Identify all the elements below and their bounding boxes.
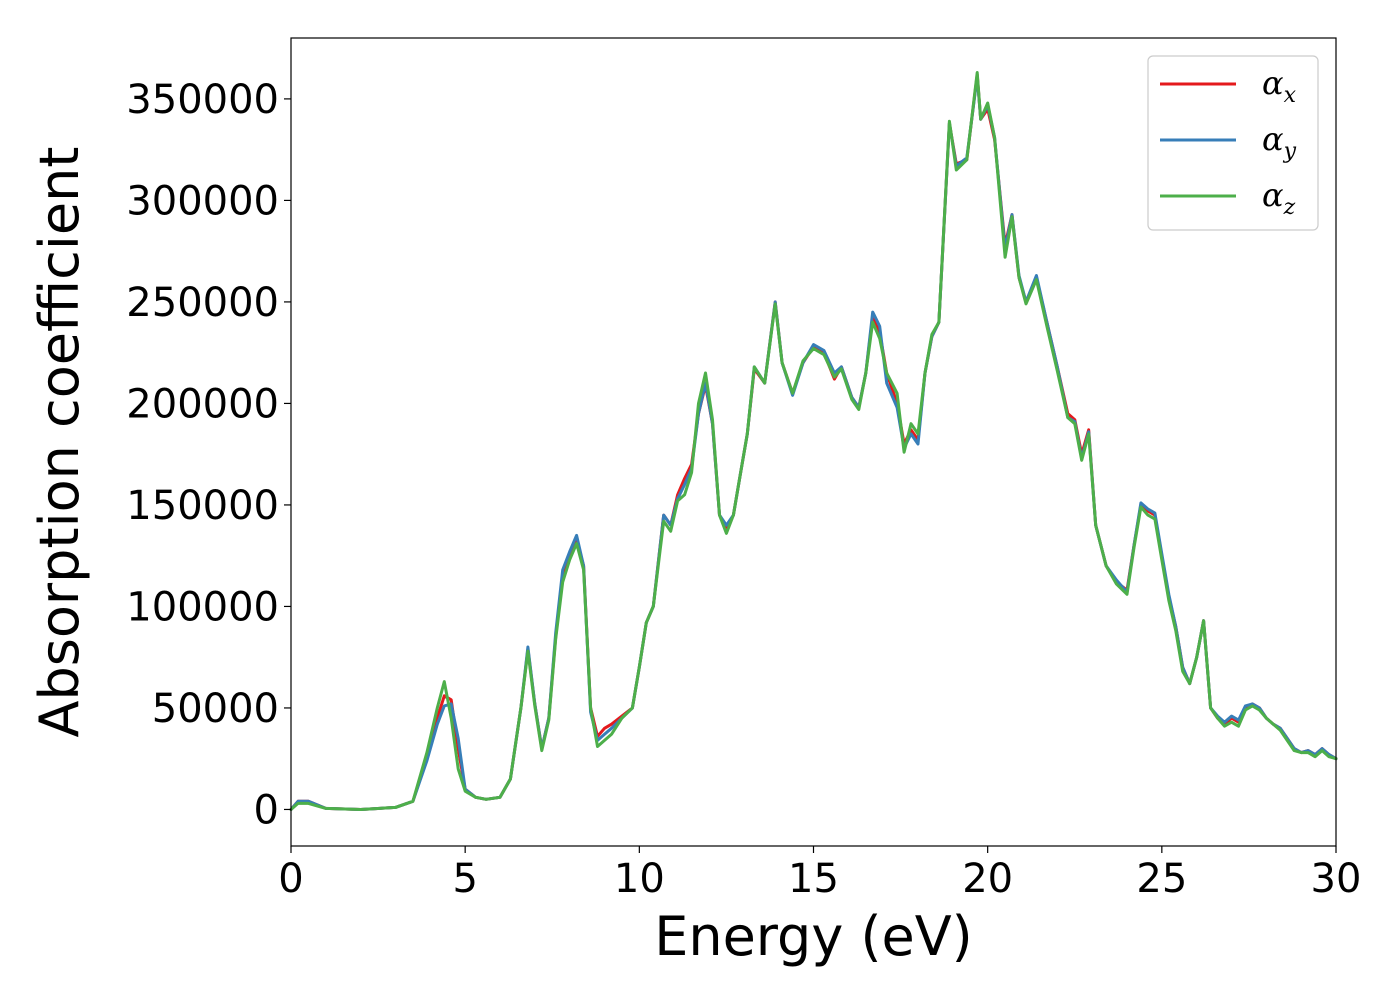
x-tick-label: 5 [452,856,477,902]
x-tick-label: 20 [962,856,1013,902]
series-line-z [289,71,1338,811]
legend: αx αy αz [1147,55,1319,231]
y-tick-label: 200000 [126,381,279,427]
y-tick-label: 300000 [126,178,279,224]
legend-label-x: αx [1262,64,1297,108]
series-layer [289,71,1338,811]
x-tick-label: 15 [788,856,839,902]
legend-label-y: αy [1262,120,1297,164]
x-tick-label: 25 [1136,856,1187,902]
legend-box [1147,55,1319,231]
y-tick-label: 250000 [126,280,279,326]
y-axis-label: Absorption coefficient [28,147,91,738]
y-tick-label: 50000 [152,686,279,732]
y-tick-label: 100000 [126,584,279,630]
x-tick-label: 30 [1311,856,1362,902]
y-tick-label: 0 [254,787,279,833]
y-tick-label: 350000 [126,77,279,123]
x-axis-ticks: 0 5 10 15 20 25 30 [278,846,1361,902]
legend-label-z: αz [1262,176,1296,220]
x-axis-label: Energy (eV) [654,905,973,968]
x-tick-label: 0 [278,856,303,902]
y-tick-label: 150000 [126,483,279,529]
x-tick-label: 10 [614,856,665,902]
y-axis-ticks: 0 50000 100000 150000 200000 250000 300000 3500… [126,77,291,833]
